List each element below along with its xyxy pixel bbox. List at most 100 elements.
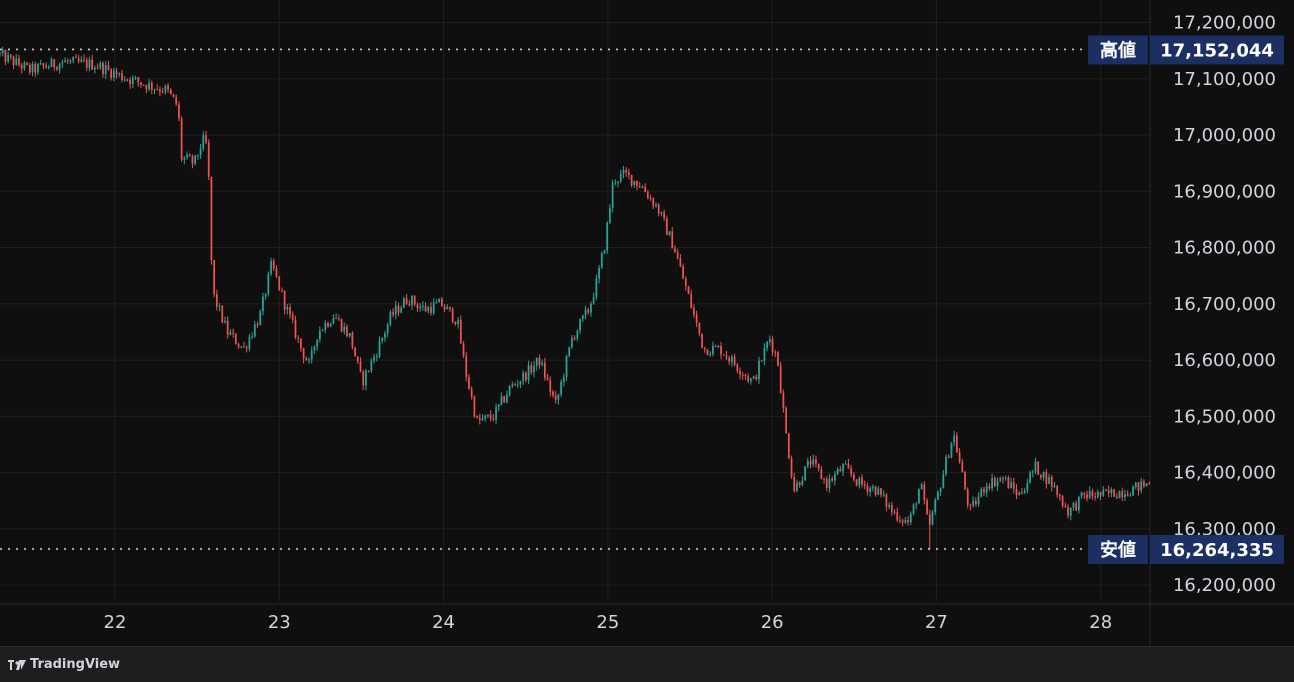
candle-body[interactable] [573, 337, 576, 339]
candle-body[interactable] [511, 384, 514, 387]
candle-body[interactable] [530, 365, 533, 373]
candle-body[interactable] [603, 250, 606, 254]
candle-body[interactable] [663, 212, 666, 219]
candle-body[interactable] [64, 60, 66, 63]
candle-body[interactable] [107, 65, 110, 70]
candle-body[interactable] [69, 60, 72, 62]
candle-body[interactable] [1007, 477, 1010, 489]
candle-body[interactable] [812, 459, 815, 465]
candle-body[interactable] [562, 376, 565, 382]
candle-body[interactable] [134, 77, 137, 79]
candle-body[interactable] [129, 79, 131, 84]
candle-body[interactable] [676, 252, 679, 259]
candle-body[interactable] [999, 478, 1002, 481]
candle-body[interactable] [202, 135, 205, 149]
candle-body[interactable] [164, 85, 167, 93]
candle-body[interactable] [281, 290, 283, 292]
candle-body[interactable] [394, 305, 397, 315]
candle-body[interactable] [351, 333, 354, 348]
candle-body[interactable] [630, 174, 633, 186]
candle-body[interactable] [717, 345, 720, 347]
candle-body[interactable] [885, 494, 888, 507]
candle-body[interactable] [722, 354, 725, 356]
candle-body[interactable] [457, 319, 459, 325]
candle-body[interactable] [153, 89, 156, 91]
candle-body[interactable] [175, 96, 178, 105]
candle-body[interactable] [1050, 477, 1053, 487]
candle-body[interactable] [633, 180, 636, 186]
candle-body[interactable] [313, 346, 316, 351]
candle-body[interactable] [495, 406, 497, 420]
candle-body[interactable] [966, 489, 969, 506]
candle-body[interactable] [389, 312, 392, 325]
candle-body[interactable] [93, 67, 96, 70]
candle-body[interactable] [1107, 490, 1110, 494]
candle-body[interactable] [31, 63, 34, 73]
candle-body[interactable] [1064, 505, 1067, 508]
candle-body[interactable] [1110, 489, 1113, 494]
candle-body[interactable] [403, 298, 405, 308]
candle-body[interactable] [901, 520, 904, 523]
candle-body[interactable] [1034, 461, 1037, 472]
candle-body[interactable] [554, 395, 557, 400]
candle-body[interactable] [877, 488, 880, 495]
candle-body[interactable] [598, 267, 600, 279]
candle-body[interactable] [679, 258, 682, 267]
candle-body[interactable] [112, 71, 115, 78]
candle-body[interactable] [1115, 496, 1118, 499]
candle-body[interactable] [161, 91, 164, 93]
candle-body[interactable] [137, 77, 140, 83]
candle-body[interactable] [953, 435, 956, 443]
candle-body[interactable] [270, 261, 272, 274]
candle-body[interactable] [427, 306, 430, 312]
candle-body[interactable] [779, 365, 782, 393]
candle-body[interactable] [12, 56, 15, 66]
candle-body[interactable] [1077, 496, 1080, 511]
candle-body[interactable] [1045, 471, 1048, 484]
candle-body[interactable] [169, 89, 172, 95]
candle-body[interactable] [234, 333, 237, 345]
candle-body[interactable] [527, 365, 530, 381]
candle-body[interactable] [1037, 461, 1040, 475]
candle-body[interactable] [18, 58, 20, 65]
candle-body[interactable] [508, 386, 511, 396]
candle-body[interactable] [1113, 489, 1115, 497]
candle-body[interactable] [191, 156, 194, 164]
candle-body[interactable] [0, 52, 1, 54]
candle-body[interactable] [706, 349, 709, 356]
candle-body[interactable] [145, 85, 148, 90]
candle-body[interactable] [744, 375, 747, 377]
candle-body[interactable] [159, 89, 161, 92]
candle-body[interactable] [256, 324, 259, 326]
candle-body[interactable] [229, 332, 232, 335]
candle-body[interactable] [1056, 485, 1059, 495]
candle-body[interactable] [991, 478, 994, 489]
candle-body[interactable] [1126, 494, 1129, 496]
candle-body[interactable] [167, 85, 169, 90]
candle-body[interactable] [806, 461, 809, 467]
candle-body[interactable] [863, 484, 866, 486]
candle-body[interactable] [652, 198, 655, 207]
candle-body[interactable] [956, 435, 958, 453]
candle-body[interactable] [329, 323, 332, 327]
candle-body[interactable] [725, 355, 728, 358]
candle-body[interactable] [58, 63, 61, 70]
candle-body[interactable] [476, 416, 478, 418]
candle-body[interactable] [148, 82, 150, 90]
candle-body[interactable] [1088, 491, 1091, 499]
candle-body[interactable] [733, 356, 736, 365]
candle-body[interactable] [912, 504, 915, 514]
candle-body[interactable] [928, 514, 931, 525]
candle-body[interactable] [283, 290, 286, 310]
candle-body[interactable] [275, 268, 278, 277]
candle-body[interactable] [91, 59, 94, 70]
candle-body[interactable] [728, 357, 731, 362]
candle-body[interactable] [221, 305, 224, 323]
candle-body[interactable] [655, 204, 657, 207]
candle-body[interactable] [614, 182, 617, 184]
candle-body[interactable] [473, 396, 476, 417]
candle-body[interactable] [118, 73, 121, 75]
candle-body[interactable] [825, 479, 828, 489]
candle-body[interactable] [974, 500, 977, 505]
candle-body[interactable] [690, 293, 693, 309]
